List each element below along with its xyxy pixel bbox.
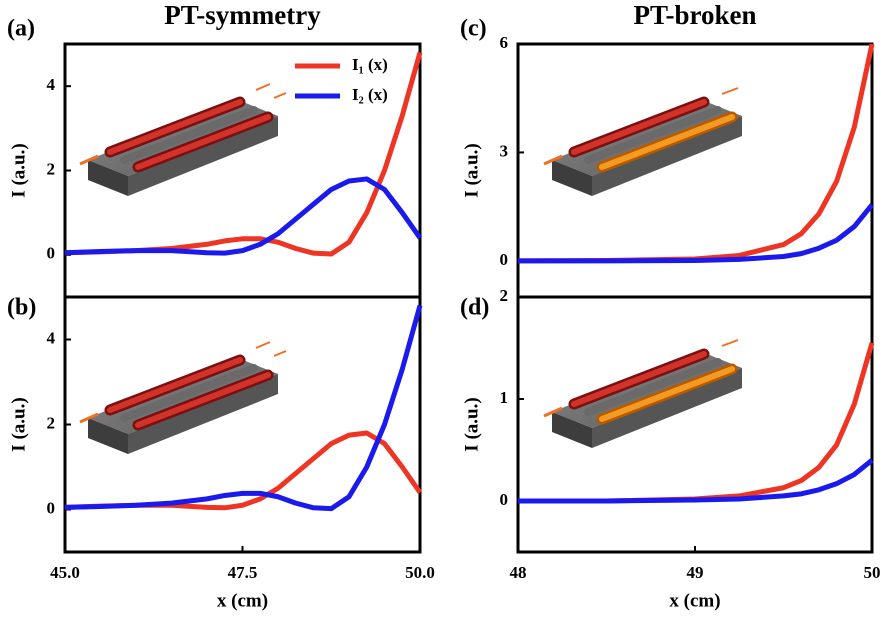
chart-title: PT-broken — [633, 0, 756, 30]
legend-label: I₂ (x) — [352, 85, 388, 104]
x-axis-label: x (cm) — [217, 590, 268, 611]
y-tick-label: 4 — [47, 328, 56, 347]
x-axis-label: x (cm) — [669, 590, 720, 611]
chart-title: PT-symmetry — [164, 0, 321, 30]
y-tick-label: 0 — [500, 490, 509, 509]
y-tick-label: 0 — [500, 250, 509, 269]
data-line — [518, 203, 874, 264]
y-tick-label: 0 — [47, 244, 56, 263]
y-tick-label: 2 — [47, 159, 56, 178]
x-tick-label: 50 — [864, 563, 881, 582]
y-tick-label: 2 — [47, 413, 56, 432]
x-tick-label: 49 — [687, 563, 704, 582]
x-tick-label: 45.0 — [50, 563, 80, 582]
y-tick-label: 1 — [500, 388, 509, 407]
waveguide-inset — [544, 88, 742, 196]
data-line — [64, 304, 423, 512]
x-tick-label: 50.0 — [405, 563, 435, 582]
panel-label: (a) — [7, 16, 35, 42]
data-line — [518, 458, 874, 504]
panel-label: (c) — [460, 16, 487, 42]
waveguide-inset — [80, 342, 286, 454]
y-tick-label: 4 — [47, 75, 56, 94]
y-axis-label: I (a.u.) — [8, 143, 29, 197]
panel-label: (d) — [460, 295, 489, 321]
legend-label: I₁ (x) — [352, 55, 388, 74]
x-tick-label: 47.5 — [228, 563, 258, 582]
waveguide-inset — [544, 340, 742, 448]
data-line — [64, 176, 423, 256]
waveguide-inset — [80, 84, 286, 196]
y-tick-label: 6 — [500, 33, 509, 52]
panel: 0 1 2 48 49 50 — [500, 286, 881, 582]
y-axis-label: I (a.u.) — [461, 397, 482, 451]
panel-label: (b) — [7, 295, 36, 321]
y-axis-label: I (a.u.) — [8, 397, 29, 451]
x-tick-label: 48 — [510, 563, 527, 582]
y-tick-label: 0 — [47, 498, 56, 517]
y-tick-label: 3 — [500, 141, 509, 160]
y-axis-label: I (a.u.) — [461, 143, 482, 197]
y-tick-label: 2 — [500, 286, 509, 305]
